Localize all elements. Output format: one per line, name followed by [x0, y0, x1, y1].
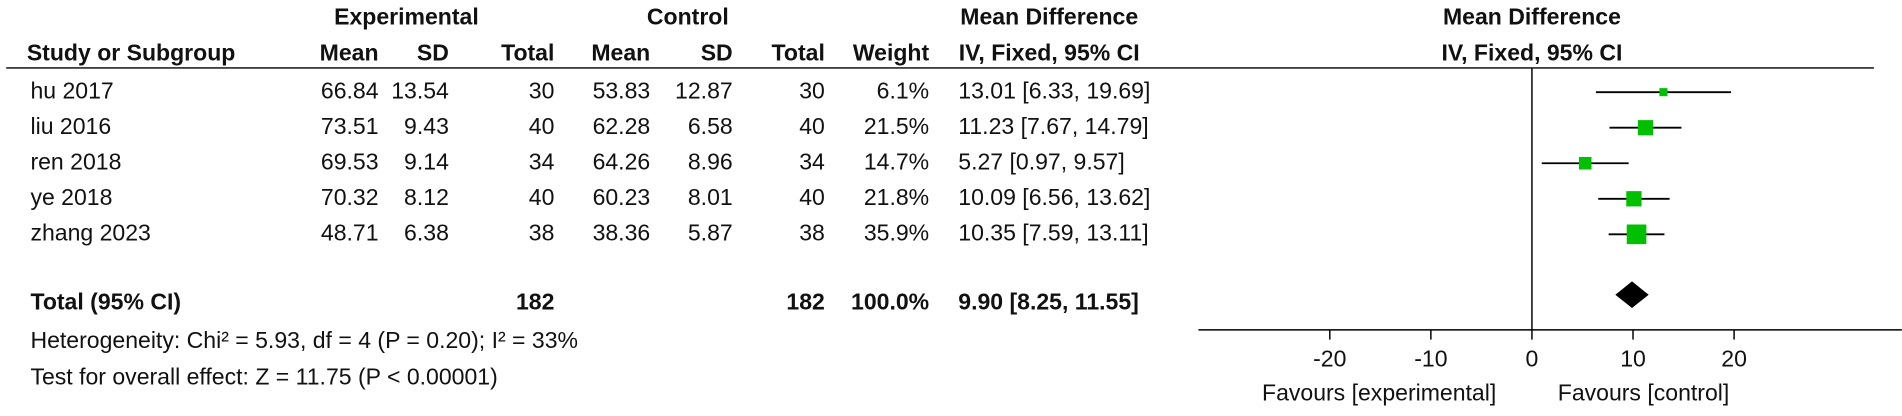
cell: 21.5%	[864, 113, 929, 139]
x-tick-label: 0	[1526, 345, 1539, 371]
cell: 34	[529, 148, 555, 174]
cell: 8.12	[404, 184, 449, 210]
cell: 30	[529, 77, 555, 103]
total-label: Total (95% CI)	[30, 288, 181, 314]
column-header: Mean	[591, 40, 650, 66]
cell: 10.35 [7.59, 13.11]	[958, 219, 1148, 245]
group-header: Experimental	[334, 3, 479, 29]
cell: 60.23	[593, 184, 651, 210]
cell: 40	[799, 184, 825, 210]
study-name: zhang 2023	[30, 219, 150, 245]
x-axis-label: Favours [control]	[1558, 379, 1730, 405]
group-header: Control	[647, 3, 729, 29]
cell: 30	[799, 77, 825, 103]
cell: 38.36	[593, 219, 651, 245]
footnote: Test for overall effect: Z = 11.75 (P < …	[30, 363, 497, 389]
study-name: ye 2018	[30, 184, 112, 210]
cell: 9.43	[404, 113, 449, 139]
effect-square	[1626, 224, 1647, 245]
cell: 5.87	[688, 219, 733, 245]
cell: 66.84	[321, 77, 379, 103]
column-header: Total	[772, 40, 825, 66]
cell: 62.28	[593, 113, 651, 139]
cell: 11.23 [7.67, 14.79]	[958, 113, 1148, 139]
footnote: Heterogeneity: Chi² = 5.93, df = 4 (P = …	[30, 327, 578, 353]
cell: 6.58	[688, 113, 733, 139]
column-header: SD	[417, 40, 449, 66]
cell: 8.01	[688, 184, 733, 210]
cell: 53.83	[593, 77, 651, 103]
effect-square	[1626, 191, 1642, 207]
cell: 73.51	[321, 113, 379, 139]
cell: 40	[799, 113, 825, 139]
cell: 38	[799, 219, 825, 245]
cell: 69.53	[321, 148, 379, 174]
total-cell: 182	[786, 288, 824, 314]
cell: 34	[799, 148, 825, 174]
column-header: Study or Subgroup	[27, 40, 236, 66]
cell: 38	[529, 219, 555, 245]
cell: 40	[529, 113, 555, 139]
effect-square	[1637, 120, 1654, 136]
cell: 5.27 [0.97, 9.57]	[958, 148, 1124, 174]
cell: 10.09 [6.56, 13.62]	[958, 184, 1150, 210]
x-tick-label: 20	[1721, 345, 1747, 371]
column-header: Mean	[320, 40, 379, 66]
x-tick-label: -10	[1414, 345, 1447, 371]
effect-square	[1659, 88, 1668, 97]
cell: 8.96	[688, 148, 733, 174]
x-axis-label: Favours [experimental]	[1262, 379, 1496, 405]
cell: 40	[529, 184, 555, 210]
column-header: SD	[701, 40, 733, 66]
study-name: liu 2016	[30, 113, 111, 139]
cell: 9.14	[404, 148, 449, 174]
column-header: IV, Fixed, 95% CI	[1441, 40, 1622, 66]
cell: 6.1%	[877, 77, 929, 103]
cell: 14.7%	[864, 148, 929, 174]
study-name: hu 2017	[30, 77, 113, 103]
pooled-diamond	[1615, 281, 1649, 309]
study-name: ren 2018	[30, 148, 121, 174]
cell: 35.9%	[864, 219, 929, 245]
cell: 6.38	[404, 219, 449, 245]
group-header: Mean Difference	[960, 3, 1138, 29]
total-cell: 182	[516, 288, 554, 314]
column-header: Total	[501, 40, 554, 66]
total-cell: 100.0%	[851, 288, 929, 314]
total-cell: 9.90 [8.25, 11.55]	[958, 288, 1139, 314]
column-header: Weight	[853, 40, 930, 66]
group-header: Mean Difference	[1443, 3, 1621, 29]
x-tick-label: -20	[1313, 345, 1346, 371]
cell: 13.54	[391, 77, 449, 103]
cell: 64.26	[593, 148, 651, 174]
cell: 21.8%	[864, 184, 929, 210]
cell: 70.32	[321, 184, 379, 210]
x-tick-label: 10	[1620, 345, 1646, 371]
cell: 48.71	[321, 219, 379, 245]
cell: 13.01 [6.33, 19.69]	[958, 77, 1150, 103]
cell: 12.87	[675, 77, 733, 103]
column-header: IV, Fixed, 95% CI	[959, 40, 1140, 66]
effect-square	[1578, 156, 1592, 170]
